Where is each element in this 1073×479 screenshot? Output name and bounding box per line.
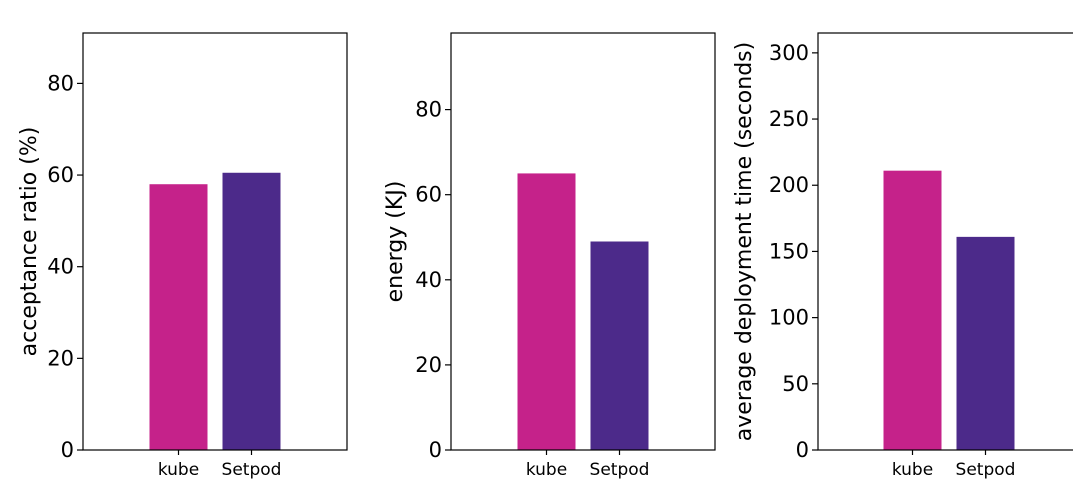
y-tick-label: 80 <box>47 71 74 95</box>
chart-deployment-time: 0 50 100 150 200 250 300 kube Setpod average depl… <box>732 32 1073 479</box>
chart-energy: 0 20 40 60 80 kube Setpod energy (KJ) <box>383 32 716 479</box>
plot-frame <box>82 32 348 451</box>
y-tick-label: 200 <box>769 173 809 197</box>
plot-frame <box>450 32 716 451</box>
y-tick-label: 150 <box>769 239 809 263</box>
bar-kube <box>149 184 208 450</box>
y-tick-label: 0 <box>61 438 74 462</box>
x-tick-label: Setpod <box>222 460 282 479</box>
y-axis-title: average deployment time (seconds) <box>732 42 757 441</box>
y-tick-label: 60 <box>415 183 442 207</box>
x-tick-label: Setpod <box>956 460 1016 479</box>
y-tick-label: 0 <box>429 438 442 462</box>
chart-acceptance-ratio: 0 20 40 60 80 kube Setpod acceptance ratio (%) <box>17 32 348 479</box>
y-tick-label: 100 <box>769 306 809 330</box>
y-tick-label: 80 <box>415 98 442 122</box>
y-tick-label: 20 <box>415 353 442 377</box>
plot-frame <box>817 32 1073 451</box>
x-tick-label: kube <box>892 460 933 479</box>
bar-kube <box>883 170 942 450</box>
x-tick-label: Setpod <box>590 460 650 479</box>
y-tick-label: 50 <box>782 372 809 396</box>
bar-setpod <box>956 236 1015 450</box>
y-tick-label: 300 <box>769 41 809 65</box>
y-axis-title: acceptance ratio (%) <box>17 127 42 357</box>
bar-kube <box>517 173 576 450</box>
y-tick-label: 250 <box>769 107 809 131</box>
bar-setpod <box>590 241 649 450</box>
bar-setpod <box>222 172 281 450</box>
x-tick-label: kube <box>158 460 199 479</box>
y-tick-label: 60 <box>47 163 74 187</box>
y-tick-label: 40 <box>415 268 442 292</box>
x-tick-label: kube <box>526 460 567 479</box>
y-axis-title: energy (KJ) <box>383 181 408 303</box>
y-tick-label: 40 <box>47 255 74 279</box>
y-tick-label: 20 <box>47 346 74 370</box>
y-tick-label: 0 <box>796 438 809 462</box>
